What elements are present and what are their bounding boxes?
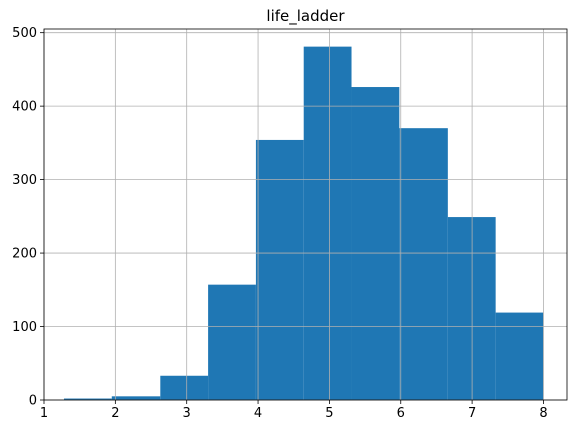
histogram-bar-9 bbox=[496, 313, 544, 400]
histogram-bar-3 bbox=[208, 285, 256, 400]
histogram-bar-4 bbox=[256, 140, 304, 400]
x-axis: 1 2 3 4 5 6 7 8 bbox=[40, 400, 548, 421]
x-tick-label-5: 6 bbox=[397, 406, 405, 421]
x-tick-label-7: 8 bbox=[539, 406, 547, 421]
x-tick-label-4: 5 bbox=[325, 406, 333, 421]
x-tick-label-6: 7 bbox=[468, 406, 476, 421]
y-tick-label-3: 300 bbox=[12, 173, 37, 188]
histogram-bar-7 bbox=[399, 128, 448, 400]
histogram-bar-1 bbox=[112, 396, 161, 400]
histogram-bars bbox=[64, 47, 543, 400]
x-tick-label-1: 2 bbox=[111, 406, 119, 421]
y-axis: 0 100 200 300 400 500 bbox=[12, 26, 44, 408]
histogram-bar-2 bbox=[160, 376, 208, 400]
y-tick-label-4: 400 bbox=[12, 100, 37, 115]
x-tick-label-3: 4 bbox=[254, 406, 262, 421]
histogram-bar-5 bbox=[304, 47, 352, 400]
y-tick-label-2: 200 bbox=[12, 247, 37, 262]
x-tick-label-0: 1 bbox=[40, 406, 48, 421]
histogram-bar-6 bbox=[352, 87, 400, 400]
y-tick-label-5: 500 bbox=[12, 26, 37, 41]
y-tick-label-0: 0 bbox=[29, 394, 37, 409]
y-tick-label-1: 100 bbox=[12, 320, 37, 335]
x-tick-label-2: 3 bbox=[183, 406, 191, 421]
chart-title: life_ladder bbox=[266, 7, 345, 26]
